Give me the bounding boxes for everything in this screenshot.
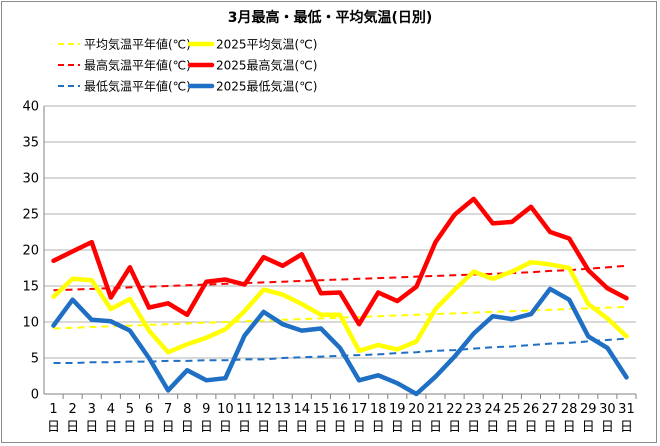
series-line-5 — [51, 286, 629, 397]
x-tick-label: 21 — [427, 402, 444, 417]
x-tick-label-suffix: 日 — [620, 420, 633, 435]
x-tick-label: 11 — [236, 402, 253, 417]
x-tick-label-suffix: 日 — [391, 420, 404, 435]
y-axis-ticks: 0 5 10 15 20 25 30 35 40 — [22, 100, 39, 403]
x-tick-label-suffix: 日 — [467, 420, 480, 435]
x-tick-label-suffix: 日 — [505, 420, 518, 435]
x-tick-label: 24 — [485, 402, 502, 417]
x-tick-label-suffix: 日 — [104, 420, 117, 435]
legend-label: 最高気温平年値(℃) — [84, 58, 191, 73]
x-tick-label: 19 — [389, 402, 406, 417]
x-tick-label: 17 — [351, 402, 368, 417]
y-tick-label: 30 — [22, 172, 39, 187]
x-tick-label: 26 — [523, 402, 540, 417]
x-tick-label-suffix: 日 — [486, 420, 499, 435]
x-tick-label-suffix: 日 — [601, 420, 614, 435]
x-tick-label-suffix: 日 — [85, 420, 98, 435]
x-tick-label: 20 — [408, 402, 425, 417]
x-tick-label: 28 — [561, 402, 578, 417]
chart-title: 3月最高・最低・平均気温(日別) — [228, 9, 433, 26]
x-tick-label: 30 — [599, 402, 616, 417]
x-tick-label: 2 — [69, 402, 77, 417]
x-tick-label: 22 — [446, 402, 463, 417]
y-tick-label: 40 — [22, 100, 39, 115]
x-tick-label: 9 — [202, 402, 210, 417]
x-tick-label-suffix: 日 — [410, 420, 423, 435]
x-tick-label: 1 — [49, 402, 57, 417]
x-tick-label-suffix: 日 — [47, 420, 60, 435]
x-tick-label-suffix: 日 — [295, 420, 308, 435]
x-tick-label-suffix: 日 — [372, 420, 385, 435]
x-tick-label: 10 — [217, 402, 234, 417]
x-tick-label-suffix: 日 — [162, 420, 175, 435]
legend-label: 最低気温平年値(℃) — [84, 79, 191, 94]
x-tick-label-suffix: 日 — [257, 420, 270, 435]
x-tick-label: 31 — [618, 402, 635, 417]
x-tick-label-suffix: 日 — [66, 420, 79, 435]
x-tick-label: 29 — [580, 402, 597, 417]
x-tick-label-suffix: 日 — [200, 420, 213, 435]
y-tick-label: 10 — [22, 316, 39, 331]
y-tick-label: 25 — [22, 208, 39, 223]
x-tick-label-suffix: 日 — [276, 420, 289, 435]
x-tick-label: 13 — [274, 402, 291, 417]
y-tick-label: 35 — [22, 136, 39, 151]
legend-label: 2025平均気温(℃) — [216, 37, 317, 52]
x-tick-label: 25 — [504, 402, 521, 417]
x-tick-label-suffix: 日 — [314, 420, 327, 435]
y-tick-label: 20 — [22, 244, 39, 259]
legend: 平均気温平年値(℃) 2025平均気温(℃) 最高気温平年値(℃) 2025最高気温(… — [58, 37, 317, 94]
x-tick-label: 3 — [88, 402, 96, 417]
x-tick-label: 7 — [164, 402, 172, 417]
x-tick-label-suffix: 日 — [582, 420, 595, 435]
x-tick-label-suffix: 日 — [333, 420, 346, 435]
x-tick-label-suffix: 日 — [544, 420, 557, 435]
x-tick-label-suffix: 日 — [219, 420, 232, 435]
x-axis-ticks: 1日2日3日4日5日6日7日8日9日10日11日12日13日14日15日16日1… — [47, 394, 637, 435]
x-tick-label-suffix: 日 — [353, 420, 366, 435]
y-tick-label: 15 — [22, 280, 39, 295]
x-tick-label: 16 — [332, 402, 349, 417]
x-tick-label: 27 — [542, 402, 559, 417]
x-tick-label: 6 — [145, 402, 153, 417]
series-line-3 — [51, 196, 629, 327]
y-tick-label: 0 — [31, 388, 39, 403]
legend-label: 2025最低気温(℃) — [216, 79, 317, 94]
x-tick-label: 4 — [107, 402, 115, 417]
x-tick-label: 5 — [126, 402, 134, 417]
x-tick-label-suffix: 日 — [238, 420, 251, 435]
x-tick-label-suffix: 日 — [524, 420, 537, 435]
x-tick-label: 23 — [465, 402, 482, 417]
x-tick-label: 18 — [370, 402, 387, 417]
legend-label: 2025最高気温(℃) — [216, 58, 317, 73]
x-tick-label: 8 — [183, 402, 191, 417]
y-tick-label: 5 — [31, 352, 39, 367]
x-tick-label: 12 — [255, 402, 272, 417]
x-tick-label: 15 — [313, 402, 330, 417]
series-lines — [51, 196, 629, 397]
x-tick-label-suffix: 日 — [563, 420, 576, 435]
x-tick-label-suffix: 日 — [181, 420, 194, 435]
x-tick-label-suffix: 日 — [429, 420, 442, 435]
x-tick-label-suffix: 日 — [143, 420, 156, 435]
legend-label: 平均気温平年値(℃) — [84, 37, 191, 52]
x-tick-label-suffix: 日 — [448, 420, 461, 435]
series-line-1 — [51, 259, 629, 355]
x-tick-label-suffix: 日 — [123, 420, 136, 435]
x-tick-label: 14 — [294, 402, 311, 417]
